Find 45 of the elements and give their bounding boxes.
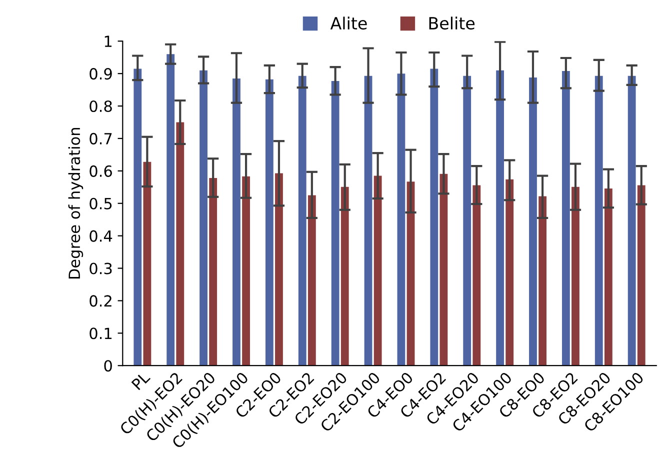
bar (209, 178, 218, 366)
y-tick-label: 0.8 (90, 100, 112, 112)
bar (176, 122, 184, 366)
y-tick-label: 0.3 (90, 262, 112, 274)
bar (538, 196, 546, 366)
bar (265, 79, 274, 366)
y-tick-label: 0.7 (90, 132, 112, 144)
bar (200, 70, 208, 366)
y-tick-label: 0.9 (90, 68, 112, 80)
legend-label: Belite (429, 16, 475, 30)
bar (397, 74, 406, 366)
bar (232, 78, 240, 366)
bar (506, 179, 514, 366)
bar (604, 188, 612, 366)
bar (472, 185, 481, 366)
bar (364, 76, 372, 366)
bar (308, 195, 316, 366)
y-tick-label: 1 (104, 36, 112, 47)
bar (430, 68, 438, 366)
bar (143, 162, 152, 366)
bar (572, 186, 580, 366)
bar (628, 76, 636, 366)
bar (166, 54, 175, 366)
bar (134, 68, 142, 366)
legend-label: Alite (330, 16, 367, 30)
bar (298, 76, 306, 366)
y-tick-label: 0.1 (90, 328, 112, 340)
bar (637, 185, 646, 366)
y-tick-label: 0.4 (90, 230, 112, 242)
y-tick-label: 0.2 (90, 295, 112, 307)
y-tick-label: 0 (104, 360, 112, 372)
y-axis-title: Degree of hydration (68, 128, 84, 279)
bar (374, 176, 382, 366)
y-tick-label: 0.5 (90, 198, 112, 210)
bar (529, 77, 537, 366)
bar (340, 186, 349, 366)
bar (275, 173, 283, 366)
y-tick-label: 0.6 (90, 165, 112, 177)
bar (331, 81, 340, 366)
bar (496, 70, 504, 366)
bar (594, 76, 603, 366)
bar (242, 176, 250, 366)
bar (463, 76, 472, 366)
bar (440, 174, 448, 366)
bar (562, 70, 570, 366)
